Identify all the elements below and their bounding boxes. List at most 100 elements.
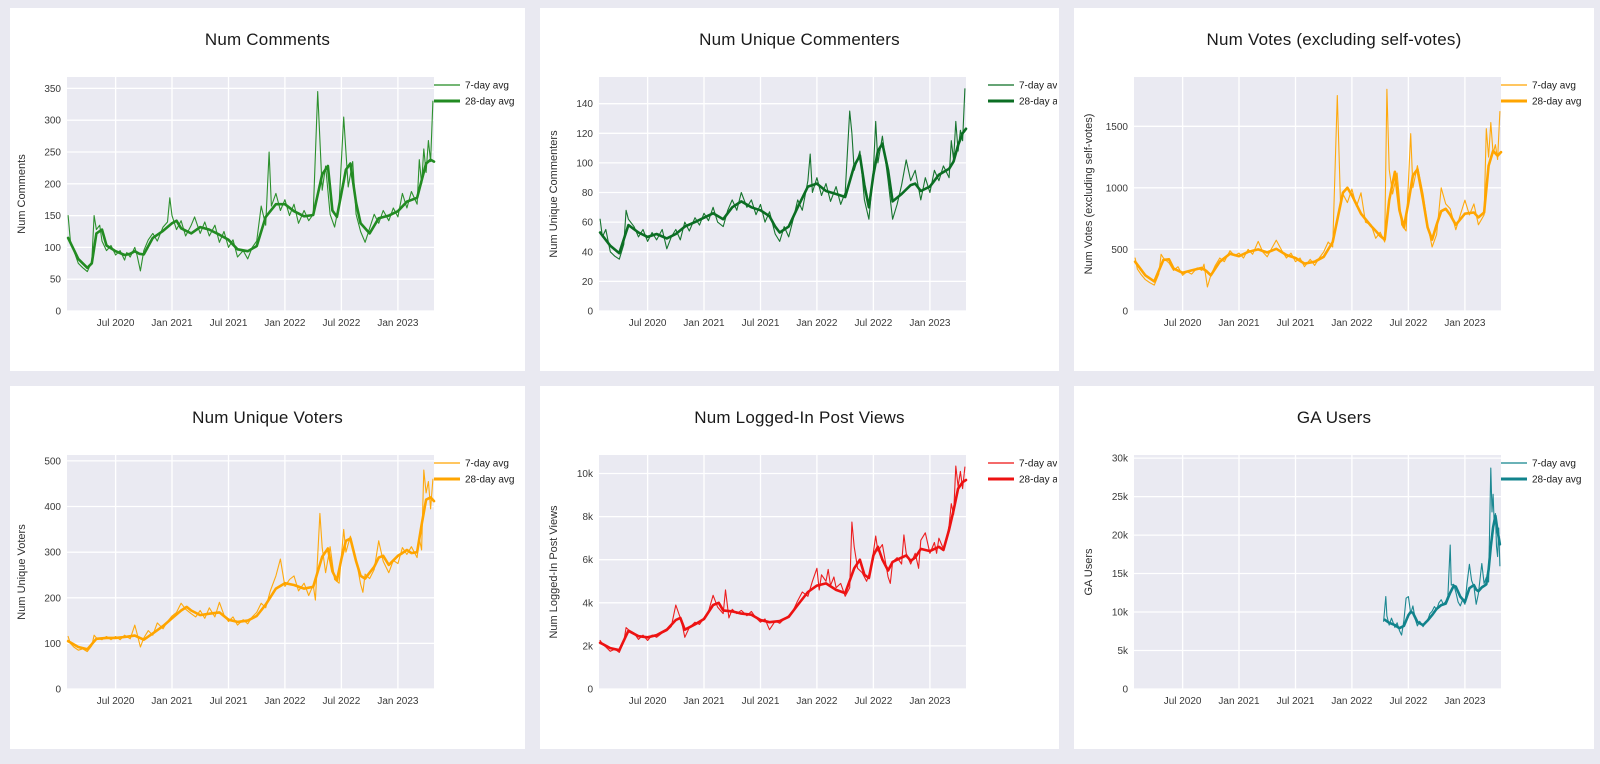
legend-label: 28-day avg	[1532, 475, 1581, 486]
num-logged-in-post-views-chart: Jul 2020 Jan 2021 Jul 2021 Jan 2022 Jul 2022…	[548, 455, 1057, 707]
y-axis-label: Num Comments	[16, 154, 28, 234]
y-tick-label: 0	[55, 307, 61, 318]
x-tick-label: Jan 2022	[796, 318, 838, 329]
y-tick-label: 350	[44, 84, 61, 95]
x-tick-label: Jan 2023	[377, 696, 419, 707]
legend-label: 7-day avg	[1019, 459, 1057, 470]
y-tick-label: 250	[44, 148, 61, 159]
legend-label: 28-day avg	[1532, 97, 1581, 108]
chart-card-num-votes: Num Votes (excluding self-votes) Jul 202…	[1074, 8, 1594, 371]
y-tick-label: 0	[1122, 307, 1128, 318]
y-tick-label: 500	[1111, 245, 1128, 256]
x-tick-label: Jul 2021	[210, 696, 248, 707]
x-tick-label: Jan 2021	[151, 318, 193, 329]
y-tick-label: 400	[44, 502, 61, 513]
legend-label: 28-day avg	[465, 475, 514, 486]
x-tick-label: Jul 2022	[854, 318, 892, 329]
num-unique-voters-28-day-line	[66, 496, 436, 651]
legend-label: 28-day avg	[1019, 475, 1057, 486]
legend-label: 28-day avg	[1019, 97, 1057, 108]
x-tick-label: Jan 2022	[1331, 696, 1373, 707]
y-tick-label: 1500	[1105, 122, 1128, 133]
y-tick-label: 500	[44, 456, 61, 467]
legend-label: 7-day avg	[1532, 81, 1576, 92]
x-tick-label: Jan 2021	[683, 318, 725, 329]
legend-label: 7-day avg	[465, 459, 509, 470]
x-tick-label: Jul 2021	[742, 318, 780, 329]
y-tick-label: 2k	[582, 641, 594, 652]
y-tick-label: 100	[44, 243, 61, 254]
y-tick-label: 25k	[1111, 492, 1128, 503]
plot-area	[599, 77, 966, 311]
num-unique-commenters-chart: Jul 2020 Jan 2021 Jul 2021 Jan 2022 Jul 2022…	[548, 77, 1057, 329]
y-tick-label: 10k	[577, 469, 594, 480]
y-tick-label: 150	[44, 211, 61, 222]
y-tick-label: 120	[576, 129, 593, 140]
num-comments-28-day-line	[66, 158, 436, 270]
y-tick-label: 6k	[582, 555, 594, 566]
x-tick-label: Jan 2021	[1218, 696, 1260, 707]
x-tick-label: Jan 2021	[151, 696, 193, 707]
plot-area	[67, 77, 434, 311]
y-tick-label: 20	[582, 277, 594, 288]
chart-card-num-unique-voters: Num Unique Voters Jul 2020 Jan 2021 Jul 20…	[10, 386, 525, 749]
x-tick-label: Jul 2020	[97, 696, 135, 707]
num-unique-commenters-28-day-line	[598, 127, 968, 255]
x-tick-label: Jul 2022	[322, 696, 360, 707]
x-tick-label: Jul 2020	[97, 318, 135, 329]
x-tick-label: Jul 2022	[1389, 318, 1427, 329]
y-tick-label: 300	[44, 116, 61, 127]
num-logged-in-post-views-28-day-line	[598, 478, 968, 652]
x-tick-label: Jul 2020	[629, 696, 667, 707]
y-tick-label: 10k	[1111, 608, 1128, 619]
x-tick-label: Jan 2022	[264, 696, 306, 707]
y-axis-label: Num Votes (excluding self-votes)	[1083, 114, 1095, 275]
x-tick-label: Jan 2022	[1331, 318, 1373, 329]
chart-title: GA Users	[1296, 408, 1372, 427]
legend-label: 7-day avg	[465, 81, 509, 92]
chart-card-num-comments: Num Comments Jul 2020 Jan 2021 Jul 2021 Jan…	[10, 8, 525, 371]
y-axis-label: Num Logged-In Post Views	[548, 505, 560, 639]
x-tick-label: Jan 2023	[377, 318, 419, 329]
y-tick-label: 20k	[1111, 531, 1128, 542]
x-tick-label: Jul 2020	[1163, 696, 1201, 707]
x-tick-label: Jul 2021	[210, 318, 248, 329]
chart-card-num-unique-commenters: Num Unique Commenters Jul 2020 Jan 2021 Ju…	[540, 8, 1059, 371]
x-tick-label: Jul 2021	[1276, 696, 1314, 707]
y-tick-label: 100	[576, 158, 593, 169]
x-tick-label: Jul 2020	[629, 318, 667, 329]
plot-area	[1133, 77, 1501, 311]
y-tick-label: 200	[44, 179, 61, 190]
y-tick-label: 15k	[1111, 569, 1128, 580]
num-votes-excluding-self-votes-28-day-line	[1133, 149, 1502, 283]
x-tick-label: Jul 2021	[742, 696, 780, 707]
chart-title: Num Votes (excluding self-votes)	[1206, 30, 1462, 49]
x-tick-label: Jan 2023	[909, 318, 951, 329]
chart-card-ga-users: GA Users Jul 2020 Jan 2021 Jul 2021 Jan 202…	[1074, 386, 1594, 749]
chart-title: Num Logged-In Post Views	[694, 408, 905, 427]
x-tick-label: Jan 2022	[264, 318, 306, 329]
y-axis-label: Num Unique Voters	[16, 524, 28, 620]
y-tick-label: 4k	[582, 598, 594, 609]
legend-label: 7-day avg	[1019, 81, 1057, 92]
x-tick-label: Jul 2022	[1389, 696, 1427, 707]
x-tick-label: Jan 2023	[909, 696, 951, 707]
y-tick-label: 0	[1122, 685, 1128, 696]
x-tick-label: Jan 2021	[1218, 318, 1260, 329]
ga-users-chart: Jul 2020 Jan 2021 Jul 2021 Jan 2022 Jul 2022…	[1083, 454, 1581, 707]
y-axis-label: GA Users	[1083, 548, 1095, 596]
chart-title: Num Comments	[204, 30, 331, 49]
legend-label: 7-day avg	[1532, 459, 1576, 470]
y-tick-label: 40	[582, 247, 594, 258]
plot-area	[1133, 455, 1501, 689]
y-tick-label: 140	[576, 99, 593, 110]
x-tick-label: Jan 2022	[796, 696, 838, 707]
chart-card-num-logged-in-post-views: Num Logged-In Post Views Jul 2020 Jan 202…	[540, 386, 1059, 749]
y-tick-label: 300	[44, 548, 61, 559]
ga-users-28-day-line	[1382, 514, 1501, 630]
plot-area	[599, 455, 966, 689]
x-tick-label: Jul 2022	[322, 318, 360, 329]
y-tick-label: 30k	[1111, 454, 1128, 465]
x-tick-label: Jan 2023	[1444, 318, 1486, 329]
